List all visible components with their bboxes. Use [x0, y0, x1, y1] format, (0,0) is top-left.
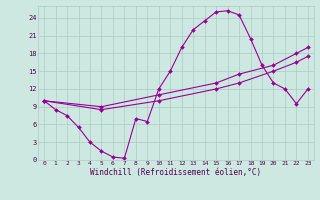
- X-axis label: Windchill (Refroidissement éolien,°C): Windchill (Refroidissement éolien,°C): [91, 168, 261, 177]
